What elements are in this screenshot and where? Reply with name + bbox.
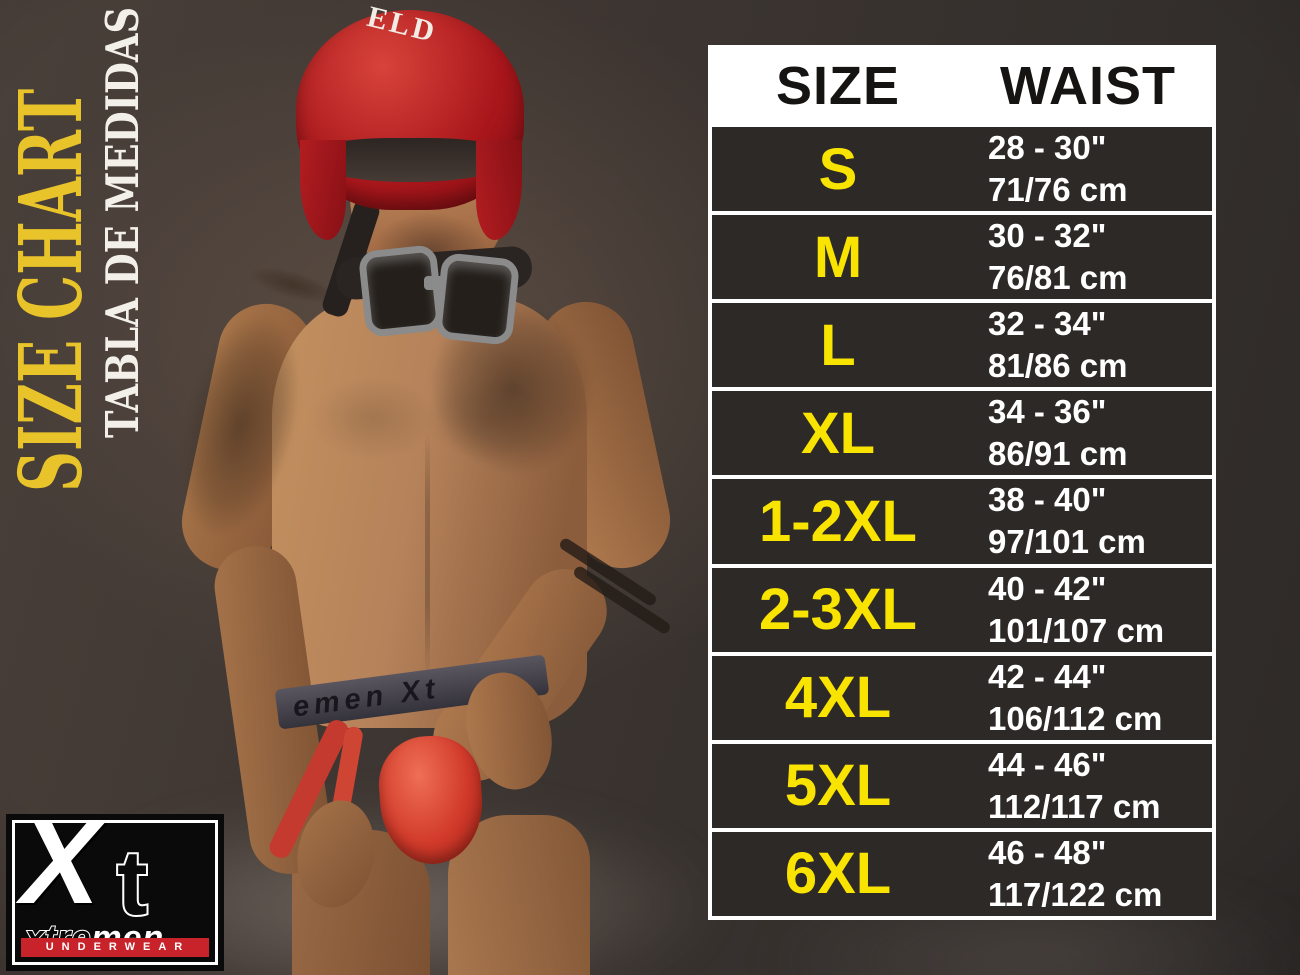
- waist-inches: 34 - 36": [988, 393, 1107, 431]
- banner-subtitle: TABLA DE MEDIDAS: [96, 7, 149, 438]
- waist-inches: 28 - 30": [988, 129, 1107, 167]
- size-table: SIZE WAIST S 28 - 30" 71/76 cm M 30 - 32…: [708, 45, 1216, 920]
- logo-underwear-banner: UNDERWEAR: [21, 938, 209, 957]
- waist-inches: 32 - 34": [988, 305, 1107, 343]
- waist-cm: 81/86 cm: [988, 347, 1128, 385]
- size-column-header: SIZE: [775, 56, 901, 116]
- waist-cm: 117/122 cm: [988, 875, 1163, 913]
- size-value: M: [813, 224, 863, 290]
- helmet-ear-flap: [300, 140, 346, 240]
- size-value: XL: [800, 400, 876, 466]
- model-leg: [448, 815, 590, 975]
- waist-cm: 112/117 cm: [988, 787, 1161, 825]
- size-value: S: [818, 136, 858, 202]
- size-value: L: [820, 312, 856, 378]
- table-row: 5XL 44 - 46" 112/117 cm: [712, 743, 1212, 828]
- waist-inches: 44 - 46": [988, 745, 1107, 783]
- goggles-lens: [433, 252, 521, 346]
- logo-t-monogram: t: [115, 830, 150, 936]
- goggles-bridge: [424, 276, 446, 290]
- waist-cm: 71/76 cm: [988, 171, 1128, 209]
- table-row: 4XL 42 - 44" 106/112 cm: [712, 655, 1212, 740]
- size-value: 1-2XL: [759, 488, 917, 554]
- helmet-ear-flap: [476, 140, 522, 240]
- xtremen-logo: X t xtremen UNDERWEAR: [12, 797, 218, 965]
- logo-x-monogram: X: [21, 797, 100, 929]
- size-value: 2-3XL: [759, 577, 917, 643]
- size-table-header: SIZE WAIST: [712, 49, 1212, 123]
- waist-inches: 30 - 32": [988, 217, 1107, 255]
- waist-inches: 46 - 48": [988, 833, 1107, 871]
- waist-cm: 97/101 cm: [988, 523, 1146, 561]
- banner-title: SIZE CHART: [1, 12, 102, 492]
- table-row: 1-2XL 38 - 40" 97/101 cm: [712, 479, 1212, 564]
- banner-subtitle-text: TABLA DE MEDIDAS: [96, 6, 149, 438]
- model-torso-shading: [425, 430, 430, 680]
- table-row: 6XL 46 - 48" 117/122 cm: [712, 831, 1212, 916]
- goggles-lens: [357, 244, 445, 338]
- waist-cm: 106/112 cm: [988, 699, 1163, 737]
- table-row: L 32 - 34" 81/86 cm: [712, 303, 1212, 388]
- banner-title-text: SIZE CHART: [1, 88, 102, 492]
- waist-cm: 86/91 cm: [988, 435, 1128, 473]
- waist-column-header: WAIST: [1000, 56, 1176, 116]
- waist-inches: 38 - 40": [988, 481, 1107, 519]
- table-row: S 28 - 30" 71/76 cm: [712, 127, 1212, 212]
- size-value: 4XL: [784, 665, 892, 731]
- waist-inches: 42 - 44": [988, 657, 1107, 695]
- waist-cm: 76/81 cm: [988, 259, 1128, 297]
- table-row: XL 34 - 36" 86/91 cm: [712, 391, 1212, 476]
- size-value: 5XL: [784, 753, 892, 819]
- size-value: 6XL: [784, 841, 892, 907]
- waist-inches: 40 - 42": [988, 569, 1107, 607]
- table-row: 2-3XL 40 - 42" 101/107 cm: [712, 567, 1212, 652]
- waist-cm: 101/107 cm: [988, 611, 1165, 649]
- table-row: M 30 - 32" 76/81 cm: [712, 215, 1212, 300]
